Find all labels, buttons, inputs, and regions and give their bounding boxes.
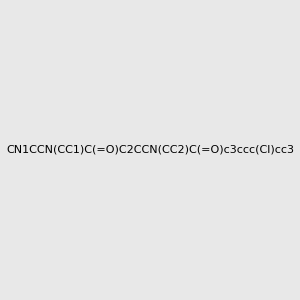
- Text: CN1CCN(CC1)C(=O)C2CCN(CC2)C(=O)c3ccc(Cl)cc3: CN1CCN(CC1)C(=O)C2CCN(CC2)C(=O)c3ccc(Cl)…: [6, 145, 294, 155]
